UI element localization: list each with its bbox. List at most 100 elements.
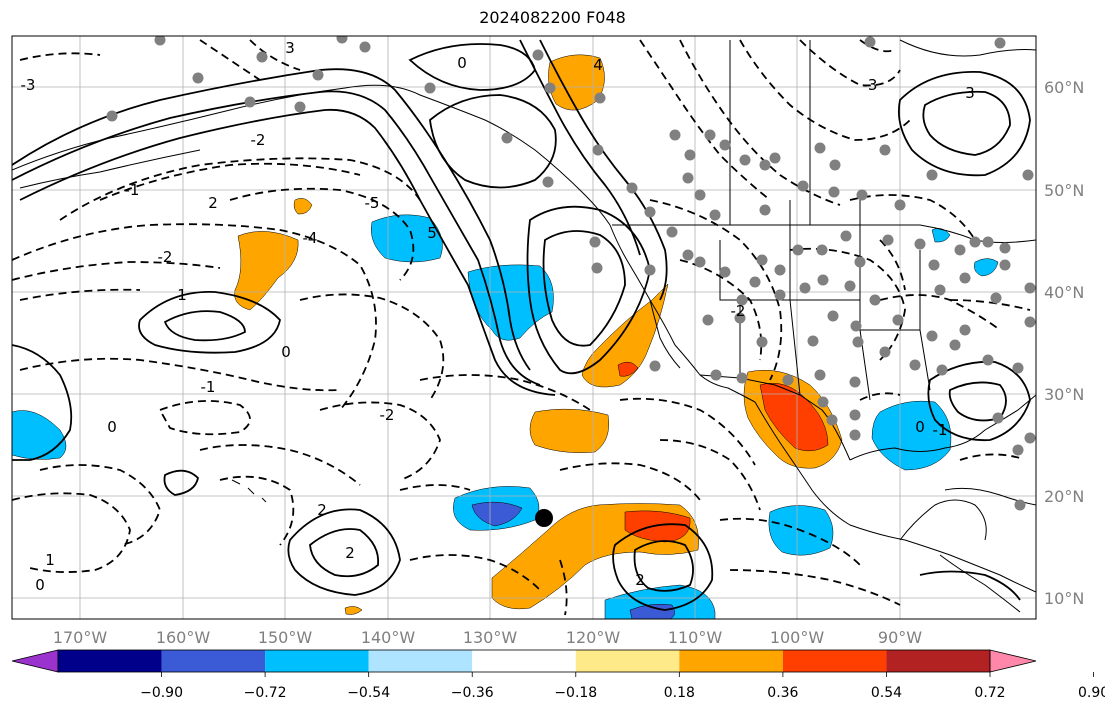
shade-red-baja (617, 361, 639, 377)
contour-dashed (649, 199, 783, 381)
contour-solid (429, 94, 557, 189)
station-dot (294, 101, 306, 113)
graticule (12, 36, 1036, 619)
colorbar-segment (161, 650, 266, 672)
station-dot (666, 226, 678, 238)
colorbar-tick-label: 0.90 (1078, 685, 1105, 701)
station-dot (501, 132, 513, 144)
station-dot (999, 259, 1011, 271)
station-dot (840, 230, 852, 242)
station-dot (816, 244, 828, 256)
station-dot (589, 236, 601, 248)
contour-dashed (39, 464, 161, 546)
coast-mexico (754, 401, 1036, 593)
lat-tick-label: 10°N (1044, 589, 1084, 608)
contour-label: 2 (317, 501, 327, 519)
station-dot (992, 412, 1004, 424)
contour-solid (539, 39, 668, 301)
contour-dashed (679, 39, 841, 206)
station-dot (736, 372, 748, 384)
lon-tick-label: 90°W (878, 628, 922, 647)
contour-label: 1 (45, 551, 55, 569)
station-dot (591, 262, 603, 274)
contour-label: -2 (251, 131, 266, 149)
colorbar-segment (472, 650, 576, 672)
station-dot (542, 176, 554, 188)
station-dot (959, 324, 971, 336)
contour-dashed (849, 194, 976, 241)
contour-dashed (319, 401, 441, 481)
station-dot (774, 264, 786, 276)
contour-solid (897, 71, 1031, 177)
contour-dashed (959, 453, 1021, 461)
contour-solid (163, 469, 199, 496)
contour-dashed (249, 39, 301, 71)
station-dot (814, 369, 826, 381)
contour-dashed (19, 288, 141, 301)
station-dot (856, 189, 868, 201)
station-dot (949, 339, 961, 351)
station-dot (1012, 362, 1024, 374)
station-dot (982, 236, 994, 248)
station-dot (1012, 444, 1024, 456)
longitude-labels: 170°W 160°W 150°W 140°W 130°W 120°W 110°W 100°W… (53, 628, 922, 647)
station-dot (702, 314, 714, 326)
contour-dashed (739, 39, 911, 141)
station-dot (828, 186, 840, 198)
contour-label: 0 (35, 576, 45, 594)
contour-dashed (199, 39, 261, 81)
station-dot (982, 354, 994, 366)
station-dot (792, 244, 804, 256)
station-dot (909, 359, 921, 371)
station-dot (644, 264, 656, 276)
station-dot (1024, 316, 1036, 328)
shade-blue-west (12, 410, 67, 460)
shaded-anomalies (12, 54, 999, 619)
contour-solid (542, 230, 626, 347)
station-dot (849, 429, 861, 441)
canada-prov (729, 40, 811, 225)
station-dot (769, 152, 781, 164)
lat-tick-label: 30°N (1044, 385, 1084, 404)
station-dot (850, 320, 862, 332)
hawaii (231, 479, 267, 503)
station-dot (852, 336, 864, 348)
station-dot (592, 144, 604, 156)
contour-label: 4 (593, 56, 603, 74)
station-dot (739, 154, 751, 166)
station-dot (807, 335, 819, 347)
station-dot (829, 159, 841, 171)
lon-tick-label: 100°W (770, 628, 825, 647)
colorbar-tick-label: −0.54 (347, 685, 390, 701)
contour-solid (138, 291, 281, 354)
contour-label: 0 (915, 418, 925, 436)
station-dot (694, 256, 706, 268)
shade-orange-dot (293, 198, 313, 215)
station-dot (424, 82, 436, 94)
height-contours (12, 39, 1031, 611)
station-dot (719, 266, 731, 278)
coast-alaska (12, 84, 611, 226)
contour-solid (163, 310, 246, 342)
contour-dashed (12, 261, 221, 281)
contour-solid (408, 43, 536, 91)
station-dot (709, 209, 721, 221)
coastlines (12, 39, 1036, 613)
lon-tick-label: 130°W (463, 628, 518, 647)
lon-tick-label: 120°W (566, 628, 621, 647)
contour-dashed (619, 397, 756, 466)
colorbar-segment (575, 650, 680, 672)
station-dot (1024, 432, 1036, 444)
contour-dashed (859, 39, 896, 53)
colorbar-extend-right (989, 649, 1037, 673)
shade-red-tropical (624, 510, 691, 543)
station-dot (594, 92, 606, 104)
station-dot (849, 376, 861, 388)
station-dot (969, 236, 981, 248)
contour-dashed (789, 247, 906, 361)
coast-baja (649, 299, 681, 369)
contour-label: -2 (380, 406, 395, 424)
station-dot (799, 282, 811, 294)
contour-solid (919, 570, 1021, 601)
